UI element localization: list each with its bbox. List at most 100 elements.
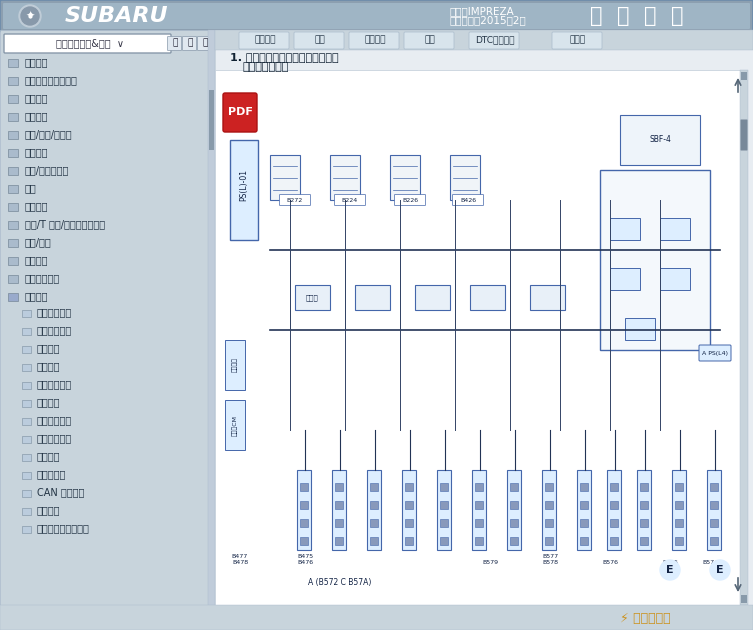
Bar	[437, 470, 451, 550]
Bar	[675, 483, 683, 491]
Bar	[510, 519, 518, 527]
Bar	[542, 470, 556, 550]
Bar	[22, 418, 31, 425]
Bar	[300, 537, 308, 545]
Text: SUBARU: SUBARU	[65, 6, 169, 26]
Bar	[640, 483, 648, 491]
Text: B226: B226	[402, 197, 418, 202]
Text: SBF-4: SBF-4	[649, 135, 671, 144]
Text: 布线图: 布线图	[570, 35, 586, 45]
Bar	[22, 400, 31, 407]
Text: B577
B578: B577 B578	[542, 554, 558, 565]
FancyBboxPatch shape	[740, 120, 748, 151]
Bar	[8, 149, 18, 157]
FancyBboxPatch shape	[197, 37, 212, 50]
Text: 发行日期：2015年2月: 发行日期：2015年2月	[450, 15, 527, 25]
Text: 警报控制系统: 警报控制系统	[37, 433, 72, 443]
Bar	[215, 30, 753, 630]
Bar	[607, 470, 621, 550]
Text: 驾驶舱CM: 驾驶舱CM	[232, 415, 238, 435]
Text: 车型选择: 车型选择	[255, 35, 276, 45]
Bar	[741, 595, 747, 603]
FancyBboxPatch shape	[4, 34, 171, 53]
Bar	[440, 537, 448, 545]
Text: PDF: PDF	[227, 107, 252, 117]
Text: 外车身板: 外车身板	[25, 255, 48, 265]
Text: B426: B426	[460, 197, 476, 202]
Text: B579: B579	[482, 560, 498, 565]
Bar	[610, 218, 640, 240]
Bar	[215, 30, 753, 50]
Text: B575: B575	[662, 560, 678, 565]
Bar	[8, 257, 18, 265]
Bar	[440, 501, 448, 509]
Bar	[335, 483, 343, 491]
Text: 汽油发动机车型: 汽油发动机车型	[243, 62, 289, 72]
Bar	[370, 483, 378, 491]
Bar	[405, 519, 413, 527]
FancyBboxPatch shape	[182, 37, 197, 50]
Bar	[450, 155, 480, 200]
Text: 接地电路: 接地电路	[37, 361, 60, 371]
Bar	[208, 30, 215, 630]
Text: ✦: ✦	[26, 11, 35, 21]
Bar	[355, 285, 390, 310]
Bar	[22, 454, 31, 461]
Bar	[22, 346, 31, 353]
Bar	[22, 526, 31, 533]
Bar	[225, 400, 245, 450]
Bar	[600, 170, 710, 350]
Text: 充电系统: 充电系统	[37, 505, 60, 515]
Bar	[8, 131, 18, 139]
FancyBboxPatch shape	[239, 32, 289, 49]
Bar	[610, 537, 618, 545]
Bar	[405, 537, 413, 545]
Bar	[367, 470, 381, 550]
Text: 首页: 首页	[315, 35, 325, 45]
Bar	[640, 537, 648, 545]
Bar	[330, 155, 360, 200]
Bar	[440, 519, 448, 527]
Text: 工作注意事项: 工作注意事项	[37, 325, 72, 335]
Bar	[475, 483, 483, 491]
Bar	[545, 501, 553, 509]
Text: PS(L)-01: PS(L)-01	[239, 169, 248, 201]
Text: B224: B224	[342, 197, 358, 202]
Bar	[640, 501, 648, 509]
Circle shape	[710, 560, 730, 580]
Bar	[8, 239, 18, 247]
Bar	[637, 470, 651, 550]
Text: 步: 步	[203, 38, 208, 47]
Bar	[297, 470, 311, 550]
Text: 座椅: 座椅	[25, 183, 37, 193]
Text: 车身结构: 车身结构	[25, 147, 48, 157]
Bar	[300, 519, 308, 527]
Bar	[620, 115, 700, 165]
Bar	[610, 268, 640, 290]
Bar	[335, 537, 343, 545]
Bar	[22, 382, 31, 389]
Bar	[22, 472, 31, 479]
Bar	[295, 285, 330, 310]
FancyBboxPatch shape	[699, 345, 731, 361]
Bar	[405, 501, 413, 509]
Text: 安全气囊系统: 安全气囊系统	[37, 379, 72, 389]
Bar	[8, 293, 18, 301]
FancyBboxPatch shape	[552, 32, 602, 49]
Text: 天窗/T 型顶/活动顶（天窗）: 天窗/T 型顶/活动顶（天窗）	[25, 219, 105, 229]
FancyBboxPatch shape	[349, 32, 399, 49]
FancyBboxPatch shape	[0, 0, 753, 32]
Bar	[475, 537, 483, 545]
Bar	[8, 113, 18, 121]
Bar	[610, 519, 618, 527]
Text: 外饰/内饰: 外饰/内饰	[25, 237, 52, 247]
Bar	[0, 30, 215, 630]
Bar	[335, 501, 343, 509]
Bar	[8, 275, 18, 283]
Text: 车身、驾驶室&配件  ∨: 车身、驾驶室&配件 ∨	[56, 38, 124, 48]
Bar	[22, 490, 31, 497]
Bar	[22, 436, 31, 443]
Bar	[402, 470, 416, 550]
Text: 车: 车	[172, 38, 178, 47]
Circle shape	[660, 560, 680, 580]
